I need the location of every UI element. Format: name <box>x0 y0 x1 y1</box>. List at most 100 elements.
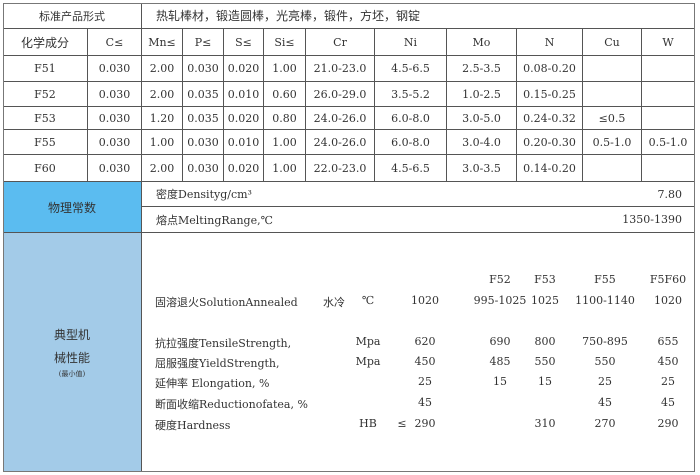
value-cell: 0.030 <box>88 82 142 107</box>
annealed-value: 1025 <box>531 294 559 307</box>
yield-label: 屈服强度YieldStrength, <box>155 357 280 370</box>
value-cell: ≤0.5 <box>583 107 642 130</box>
value-cell: 0.14-0.20 <box>517 155 583 182</box>
value-cell: 0.020 <box>224 107 264 130</box>
tensile-value: 620 <box>414 335 436 348</box>
value-cell: 24.0-26.0 <box>306 107 375 130</box>
value-cell: 2.00 <box>142 56 183 82</box>
value-cell: 0.24-0.32 <box>517 107 583 130</box>
annealed-value: 1020 <box>411 294 439 307</box>
yield-value: 450 <box>657 355 679 368</box>
value-cell: 0.010 <box>224 82 264 107</box>
header-cell: P≤ <box>183 29 224 56</box>
header-cell: Mo <box>447 29 517 56</box>
tensile-value: 690 <box>489 335 511 348</box>
annealed-value: 1020 <box>654 294 682 307</box>
yield-value: 450 <box>414 355 436 368</box>
value-cell: 3.0-4.0 <box>447 130 517 155</box>
value-cell: 22.0-23.0 <box>306 155 375 182</box>
header-cell: S≤ <box>224 29 264 56</box>
grade-header: F53 <box>534 273 556 286</box>
hardness-value: 290 <box>657 417 679 430</box>
density-row: 密度Densityg/cm³ 7.80 <box>142 182 695 207</box>
value-cell: 2.5-3.5 <box>447 56 517 82</box>
hardness-value: 310 <box>534 417 556 430</box>
tensile-unit: Mpa <box>355 335 381 348</box>
grade-header: F55 <box>594 273 616 286</box>
tensile-value: 750-895 <box>582 335 628 348</box>
header-cell: Ni <box>375 29 447 56</box>
elongation-value: 25 <box>418 375 432 388</box>
value-cell <box>642 107 695 130</box>
value-cell: 6.0-8.0 <box>375 107 447 130</box>
value-cell <box>583 82 642 107</box>
reduction-value: 45 <box>418 396 432 409</box>
grade-header: F52 <box>489 273 511 286</box>
mechanical-label-note: (最小值) <box>58 369 86 378</box>
header-cell: C≤ <box>88 29 142 56</box>
value-cell: 1.00 <box>264 155 306 182</box>
hardness-unit: HB <box>359 417 377 430</box>
value-cell: 24.0-26.0 <box>306 130 375 155</box>
yield-unit: Mpa <box>355 355 381 368</box>
value-cell: 0.010 <box>224 130 264 155</box>
value-cell: 0.5-1.0 <box>583 130 642 155</box>
value-cell: 21.0-23.0 <box>306 56 375 82</box>
grade-header: F5F60 <box>649 273 687 286</box>
density-label: 密度Densityg/cm³ <box>156 188 252 201</box>
product-form-label: 标准产品形式 <box>3 3 142 29</box>
value-cell: 1.00 <box>264 130 306 155</box>
elongation-label: 延伸率 Elongation, % <box>155 377 270 390</box>
value-cell: 3.5-5.2 <box>375 82 447 107</box>
elongation-value: 25 <box>661 375 675 388</box>
value-cell <box>642 155 695 182</box>
value-cell: 0.030 <box>88 155 142 182</box>
tensile-value: 800 <box>534 335 556 348</box>
value-cell: 4.5-6.5 <box>375 155 447 182</box>
value-cell: 0.030 <box>88 107 142 130</box>
grade-cell: F51 <box>3 56 88 82</box>
header-cell: 化学成分 <box>3 29 88 56</box>
value-cell: 0.030 <box>183 130 224 155</box>
header-cell: Si≤ <box>264 29 306 56</box>
hardness-value: 290 <box>414 417 436 430</box>
header-cell: Cu <box>583 29 642 56</box>
mechanical-panel <box>142 233 695 472</box>
tensile-label: 抗拉强度TensileStrength, <box>155 337 292 350</box>
value-cell: 0.20-0.30 <box>517 130 583 155</box>
melting-row: 熔点MeltingRange,℃ 1350-1390 <box>142 207 695 233</box>
header-cell: N <box>517 29 583 56</box>
value-cell: 2.00 <box>142 82 183 107</box>
grade-cell: F60 <box>3 155 88 182</box>
yield-value: 550 <box>534 355 556 368</box>
value-cell <box>583 155 642 182</box>
grade-cell: F52 <box>3 82 88 107</box>
annealed-value: 1100-1140 <box>575 294 635 307</box>
cooling-label: 水冷 <box>323 296 345 309</box>
hardness-prefix: ≤ <box>397 417 407 430</box>
density-value: 7.80 <box>657 187 683 201</box>
value-cell: 0.030 <box>88 56 142 82</box>
value-cell: 0.035 <box>183 82 224 107</box>
mechanical-label-line1: 典型机 <box>53 327 90 342</box>
value-cell: 0.030 <box>183 56 224 82</box>
value-cell: 0.08-0.20 <box>517 56 583 82</box>
reduction-value: 45 <box>661 396 675 409</box>
value-cell: 0.15-0.25 <box>517 82 583 107</box>
annealed-value: 995-1025 <box>473 294 527 307</box>
value-cell: 2.00 <box>142 155 183 182</box>
value-cell: 0.030 <box>88 130 142 155</box>
header-cell: W <box>642 29 695 56</box>
header-cell: Mn≤ <box>142 29 183 56</box>
elongation-value: 25 <box>598 375 612 388</box>
mechanical-label-line2: 械性能 <box>53 350 90 365</box>
reduction-label: 断面收缩Reductionofatea, % <box>155 398 308 411</box>
value-cell: 3.0-5.0 <box>447 107 517 130</box>
grade-cell: F53 <box>3 107 88 130</box>
melting-value: 1350-1390 <box>622 213 682 226</box>
value-cell: 4.5-6.5 <box>375 56 447 82</box>
annealed-label: 固溶退火SolutionAnnealed <box>155 296 298 309</box>
value-cell: 0.035 <box>183 107 224 130</box>
product-form-value: 热轧棒材，锻造圆棒，光亮棒，锻件，方坯，钢锭 <box>142 3 695 29</box>
